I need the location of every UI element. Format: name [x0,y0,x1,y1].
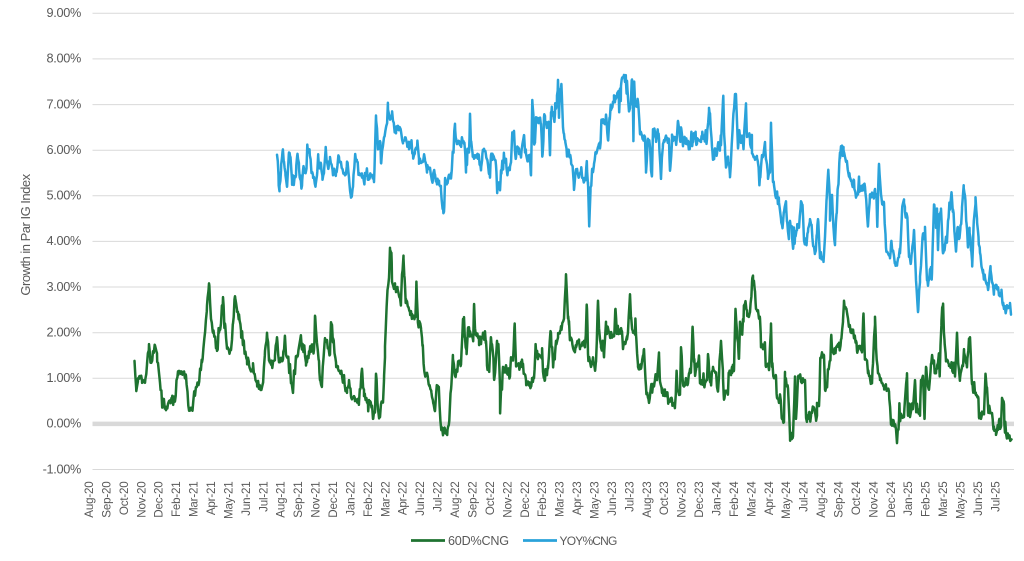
svg-text:Jul-22: Jul-22 [432,482,445,512]
svg-text:Oct-23: Oct-23 [658,482,671,516]
svg-text:Aug-21: Aug-21 [275,482,288,518]
svg-text:Sep-21: Sep-21 [292,482,305,518]
svg-text:Jun-21: Jun-21 [240,482,253,516]
svg-text:Mar-21: Mar-21 [188,482,201,518]
svg-text:Dec-21: Dec-21 [327,482,340,518]
svg-text:Aug-24: Aug-24 [815,481,828,518]
svg-text:Growth in Par IG Index: Growth in Par IG Index [18,173,33,295]
svg-text:Feb-21: Feb-21 [170,482,183,518]
svg-text:2.00%: 2.00% [47,326,81,340]
svg-text:Apr-22: Apr-22 [397,482,410,516]
svg-text:6.00%: 6.00% [47,143,81,157]
svg-text:7.00%: 7.00% [47,97,81,111]
svg-text:Mar-25: Mar-25 [937,482,950,518]
svg-text:4.00%: 4.00% [47,234,81,248]
svg-text:Feb-23: Feb-23 [536,482,549,518]
svg-text:Apr-21: Apr-21 [205,482,218,516]
svg-text:Jan-22: Jan-22 [344,482,357,516]
svg-text:Jul-25: Jul-25 [989,482,1002,512]
svg-text:Jul-21: Jul-21 [257,482,270,512]
svg-text:8.00%: 8.00% [47,52,81,66]
svg-text:May-21: May-21 [222,482,235,519]
svg-text:Jun-23: Jun-23 [606,482,619,516]
svg-text:May-23: May-23 [589,482,602,519]
svg-text:Dec-23: Dec-23 [693,482,706,518]
svg-text:Feb-22: Feb-22 [362,482,375,518]
svg-text:YOY%CNG: YOY%CNG [560,534,618,548]
svg-text:-1.00%: -1.00% [43,462,81,476]
svg-text:Mar-23: Mar-23 [554,482,567,518]
svg-text:Sep-24: Sep-24 [833,481,846,518]
svg-text:Aug-22: Aug-22 [449,482,462,518]
svg-text:Apr-24: Apr-24 [763,481,776,515]
svg-text:Nov-24: Nov-24 [867,481,880,518]
svg-text:Nov-23: Nov-23 [676,482,689,518]
svg-text:Jun-22: Jun-22 [414,482,427,516]
svg-text:Sep-20: Sep-20 [100,482,113,518]
svg-text:Nov-21: Nov-21 [310,482,323,518]
svg-text:May-25: May-25 [955,482,968,519]
svg-text:Nov-22: Nov-22 [501,482,514,518]
svg-text:Jul-23: Jul-23 [623,482,636,512]
svg-text:Jun-25: Jun-25 [972,482,985,516]
svg-text:Aug-20: Aug-20 [83,482,96,518]
svg-text:Jul-24: Jul-24 [798,481,811,512]
svg-text:Sep-22: Sep-22 [467,482,480,518]
svg-text:Dec-24: Dec-24 [885,481,898,518]
svg-text:Jan-24: Jan-24 [711,481,724,516]
svg-text:1.00%: 1.00% [47,371,81,385]
svg-text:Feb-24: Feb-24 [728,481,741,517]
svg-text:9.00%: 9.00% [47,6,81,20]
svg-text:Oct-22: Oct-22 [484,482,497,516]
svg-text:Dec-20: Dec-20 [153,482,166,518]
svg-text:Mar-22: Mar-22 [379,482,392,518]
svg-text:0.00%: 0.00% [47,417,81,431]
svg-text:Dec-22: Dec-22 [519,482,532,518]
svg-text:Feb-25: Feb-25 [920,482,933,518]
svg-text:Aug-23: Aug-23 [641,482,654,518]
svg-text:May-24: May-24 [780,481,793,519]
svg-text:Apr-23: Apr-23 [571,482,584,516]
svg-text:Mar-24: Mar-24 [745,481,758,517]
svg-text:Oct-24: Oct-24 [850,481,863,515]
svg-text:Jan-25: Jan-25 [902,482,915,516]
svg-text:3.00%: 3.00% [47,280,81,294]
svg-text:5.00%: 5.00% [47,189,81,203]
svg-text:60D%CNG: 60D%CNG [448,534,509,548]
svg-text:Nov-20: Nov-20 [135,482,148,518]
svg-text:Oct-20: Oct-20 [118,482,131,516]
